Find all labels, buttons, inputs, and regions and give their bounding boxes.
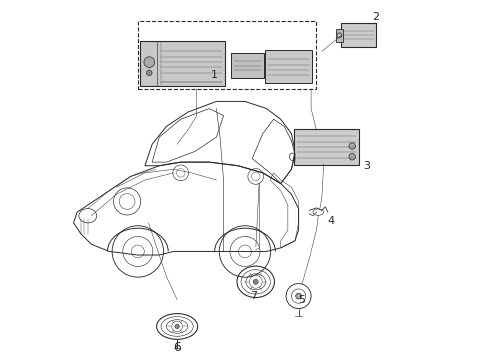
- Text: 2: 2: [372, 13, 379, 22]
- Text: 4: 4: [327, 216, 334, 226]
- Circle shape: [349, 154, 355, 160]
- FancyBboxPatch shape: [266, 50, 312, 83]
- Circle shape: [147, 70, 152, 76]
- FancyBboxPatch shape: [341, 23, 376, 47]
- Circle shape: [253, 279, 258, 284]
- Circle shape: [144, 57, 155, 67]
- Circle shape: [175, 324, 179, 329]
- Text: 1: 1: [211, 69, 218, 80]
- Text: 7: 7: [250, 291, 257, 301]
- Circle shape: [296, 293, 301, 299]
- FancyBboxPatch shape: [140, 41, 224, 86]
- FancyBboxPatch shape: [294, 129, 359, 165]
- Text: 6: 6: [173, 341, 181, 354]
- Text: 5: 5: [299, 295, 306, 305]
- FancyBboxPatch shape: [231, 53, 264, 78]
- FancyBboxPatch shape: [336, 28, 343, 42]
- Circle shape: [349, 143, 355, 149]
- Text: 3: 3: [363, 161, 370, 171]
